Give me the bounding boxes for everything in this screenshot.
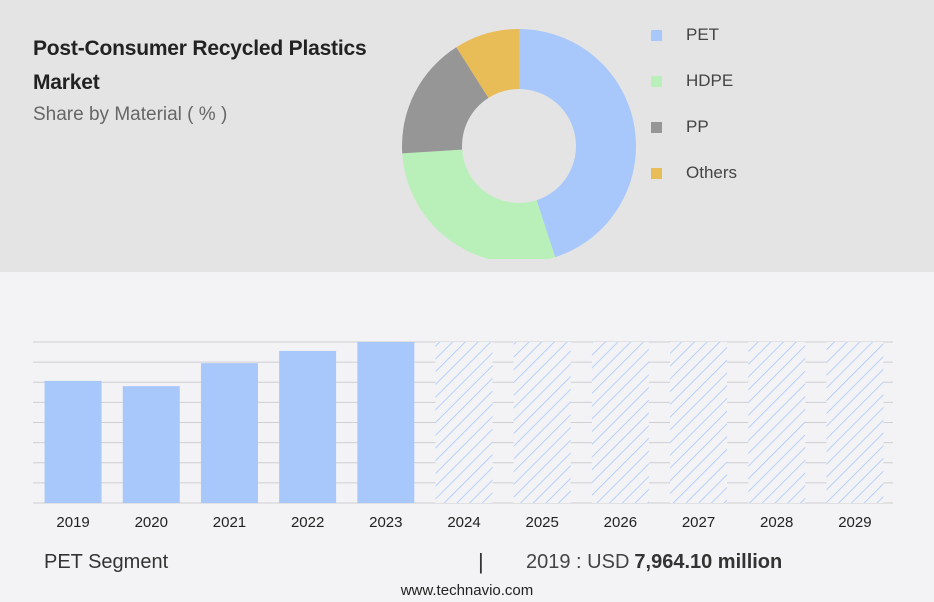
donut-clip [380,259,680,272]
legend: PET HDPE PP Others [651,12,737,196]
bar-2027[interactable] [670,342,728,503]
chart-subtitle: Share by Material ( % ) [33,104,228,125]
donut-slice-others[interactable] [456,29,519,98]
legend-swatch-hdpe [651,75,662,87]
segment-value-prefix: 2019 : USD [526,551,630,573]
source-url[interactable]: www.technavio.com [400,582,534,599]
bar-2020[interactable] [122,386,180,503]
donut-slice-hdpe[interactable] [402,149,556,263]
x-tick-label-2023: 2023 [369,514,402,531]
bar-chart: 2019 2020 2021 2022 2023 2024 2025 2026 2027 2028… [33,341,893,531]
bar-2022[interactable] [279,350,337,503]
x-tick-label-2024: 2024 [447,514,480,531]
legend-label-pet: PET [686,25,720,44]
bar-2019[interactable] [44,380,102,503]
legend-item-others[interactable]: Others [651,150,737,196]
segment-value-amount: 7,964.10 million [634,551,783,573]
bar-2021[interactable] [200,363,258,503]
legend-label-pp: PP [686,117,709,136]
bar-2024[interactable] [435,342,493,503]
x-tick-label-2029: 2029 [838,514,871,531]
donut-slice-pet[interactable] [519,29,637,258]
legend-swatch-pet [651,29,662,41]
donut-slice-pp[interactable] [402,47,489,154]
legend-swatch-others [651,167,662,179]
x-tick-label-2027: 2027 [682,514,715,531]
bar-2029[interactable] [826,342,884,503]
x-tick-label-2019: 2019 [56,514,89,531]
legend-swatch-pp [651,121,662,133]
segment-value: 2019 : USD 7,964.10 million [526,551,782,574]
x-tick-label-2025: 2025 [525,514,558,531]
bar-2025[interactable] [513,342,571,503]
bar-2028[interactable] [748,342,806,503]
footer-separator: | [478,549,484,574]
x-tick-label-2020: 2020 [135,514,168,531]
bar-2026[interactable] [591,342,649,503]
legend-item-pet[interactable]: PET [651,12,737,58]
legend-item-pp[interactable]: PP [651,104,737,150]
legend-label-others: Others [686,163,738,182]
x-tick-label-2021: 2021 [213,514,246,531]
bar-2023[interactable] [357,342,415,503]
legend-item-hdpe[interactable]: HDPE [651,58,737,104]
x-tick-label-2022: 2022 [291,514,324,531]
chart-title: Post-Consumer Recycled Plastics Market [33,37,367,94]
x-tick-label-2026: 2026 [604,514,637,531]
x-tick-label-2028: 2028 [760,514,793,531]
donut-chart [380,29,680,272]
segment-label: PET Segment [44,551,169,573]
legend-label-hdpe: HDPE [686,71,734,90]
